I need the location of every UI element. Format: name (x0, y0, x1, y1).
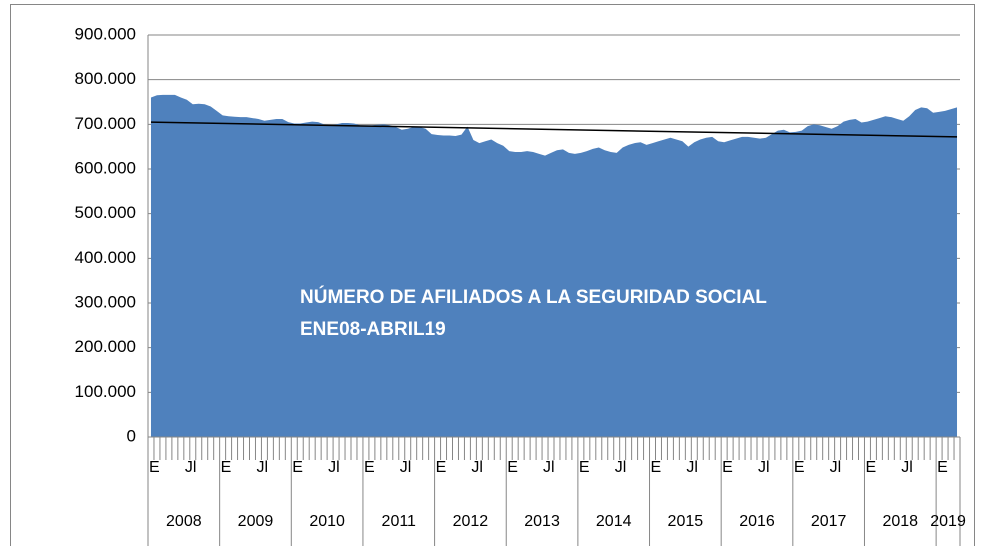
year-label: 2009 (238, 513, 274, 530)
x-tick-label: E (579, 459, 590, 476)
x-tick-label: Jl (471, 459, 483, 476)
x-tick-label: Jl (901, 459, 913, 476)
y-tick-label: 900.000 (75, 24, 136, 43)
x-tick-label: E (364, 459, 375, 476)
x-tick-label: E (149, 459, 160, 476)
x-tick-label: E (292, 459, 303, 476)
x-tick-label: E (507, 459, 518, 476)
x-tick-label: E (651, 459, 662, 476)
year-label: 2008 (166, 513, 202, 530)
y-tick-label: 800.000 (75, 69, 136, 88)
x-tick-label: Jl (615, 459, 627, 476)
x-tick-label: E (937, 459, 948, 476)
x-tick-label: Jl (328, 459, 340, 476)
x-tick-label: E (865, 459, 876, 476)
year-label: 2013 (524, 513, 560, 530)
year-label: 2010 (309, 513, 345, 530)
year-label: 2012 (453, 513, 489, 530)
x-tick-label: E (722, 459, 733, 476)
area (150, 94, 958, 437)
y-tick-label: 300.000 (75, 292, 136, 311)
x-tick-label: E (436, 459, 447, 476)
year-label: 2019 (930, 513, 966, 530)
year-label: 2017 (811, 513, 847, 530)
y-tick-label: 700.000 (75, 114, 136, 133)
year-label: 2015 (668, 513, 704, 530)
year-label: 2011 (382, 513, 417, 530)
y-tick-label: 600.000 (75, 158, 136, 177)
x-tick-label: Jl (185, 459, 197, 476)
y-tick-label: 0 (127, 426, 136, 445)
trend-line (150, 121, 958, 138)
year-label: 2016 (739, 513, 775, 530)
chart-subtitle: ENE08-ABRIL19 (300, 319, 446, 340)
y-tick-label: 100.000 (75, 382, 136, 401)
x-tick-label: Jl (758, 459, 770, 476)
chart-title: NÚMERO DE AFILIADOS A LA SEGURIDAD SOCIA… (300, 286, 767, 308)
x-tick-label: Jl (400, 459, 412, 476)
x-tick-label: Jl (543, 459, 555, 476)
x-tick-label: E (221, 459, 232, 476)
y-tick-label: 500.000 (75, 203, 136, 222)
year-label: 2018 (882, 513, 918, 530)
x-tick-label: Jl (256, 459, 268, 476)
y-tick-label: 400.000 (75, 248, 136, 267)
x-tick-label: Jl (830, 459, 842, 476)
y-tick-label: 200.000 (75, 337, 136, 356)
year-label: 2014 (596, 513, 632, 530)
x-tick-label: Jl (686, 459, 698, 476)
x-tick-label: E (794, 459, 805, 476)
